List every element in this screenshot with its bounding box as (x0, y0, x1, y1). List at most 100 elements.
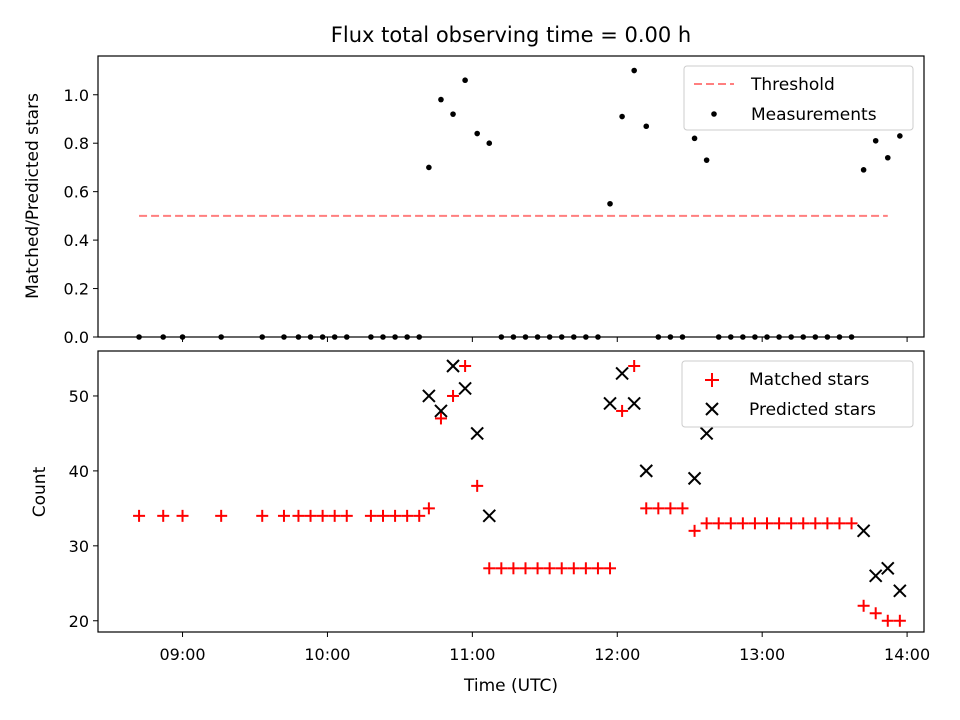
predicted-point (639, 464, 653, 478)
predicted-point (422, 389, 436, 403)
matched-point (579, 562, 592, 575)
measurement-point (619, 113, 625, 120)
x-tick-label: 09:00 (159, 645, 205, 664)
y-tick-label: 30 (69, 537, 89, 556)
predicted-point (699, 426, 714, 441)
predicted-point (482, 509, 496, 523)
bottom-plot-area (133, 359, 907, 627)
measurement-point (450, 111, 456, 117)
bottom-x-ticks: 09:00 10:00 11:00 12:00 13:00 14:00 (159, 632, 930, 664)
matched-point (543, 562, 556, 575)
series-matched-stars (133, 359, 906, 627)
legend-threshold-label: Threshold (750, 75, 835, 95)
matched-point (256, 509, 269, 522)
matched-point (157, 509, 170, 522)
matched-point (519, 562, 532, 575)
matched-point (495, 562, 508, 575)
matched-point (340, 509, 353, 522)
matched-point (328, 509, 341, 522)
predicted-point (687, 471, 702, 486)
legend-matched-swatch (705, 373, 719, 387)
top-legend: Threshold Measurements (683, 65, 914, 131)
matched-point (748, 517, 761, 530)
matched-point (531, 562, 544, 575)
matched-point (471, 479, 484, 492)
legend-predicted-swatch (705, 402, 719, 416)
matched-point (869, 607, 882, 620)
measurement-point (486, 140, 493, 147)
predicted-point (470, 426, 484, 441)
predicted-point (868, 569, 883, 583)
matched-point (292, 509, 305, 522)
matched-point (591, 562, 604, 575)
bottom-legend-box (681, 360, 914, 428)
x-tick-label: 12:00 (594, 645, 640, 664)
matched-point (664, 502, 677, 515)
top-y-ticks: 0.0 0.2 0.4 0.6 0.8 1.0 (64, 86, 98, 347)
y-tick-label: 0.6 (64, 183, 89, 202)
matched-point (616, 404, 629, 417)
matched-point (555, 562, 568, 575)
matched-point (133, 509, 146, 522)
y-tick-label: 50 (69, 387, 89, 406)
predicted-point (856, 524, 871, 538)
measurement-point (884, 154, 891, 161)
measurement-point (438, 96, 444, 103)
y-tick-label: 0.4 (64, 231, 89, 250)
matched-point (893, 614, 906, 627)
matched-point (304, 509, 317, 522)
matched-point (881, 614, 894, 627)
x-tick-label: 10:00 (304, 645, 350, 664)
bottom-legend: Matched stars Predicted stars (681, 360, 914, 428)
top-x-ticks (182, 337, 908, 342)
matched-point (676, 502, 689, 515)
matched-point (736, 517, 749, 530)
matched-point (809, 517, 822, 530)
top-panel: Flux total observing time = 0.00 h 0.00.… (23, 23, 925, 347)
predicted-point (893, 584, 907, 598)
predicted-point (627, 396, 641, 411)
measurement-point (426, 164, 432, 171)
y-tick-label: 40 (69, 462, 89, 481)
matched-point (785, 517, 798, 530)
matched-point (507, 562, 520, 575)
bottom-y-ticks: 20 30 40 50 (69, 387, 98, 631)
bottom-y-axis-label: Count (30, 466, 50, 517)
legend-predicted-label: Predicted stars (749, 400, 876, 420)
measurement-point (897, 133, 903, 139)
matched-point (797, 517, 810, 530)
measurement-point (860, 167, 867, 173)
chart-title: Flux total observing time = 0.00 h (331, 23, 691, 47)
matched-point (567, 562, 580, 575)
predicted-point (881, 561, 895, 576)
measurement-point (643, 123, 650, 130)
matched-point (724, 517, 737, 530)
measurement-point (703, 157, 710, 163)
y-tick-label: 0.2 (64, 280, 89, 299)
predicted-point (603, 396, 617, 411)
matched-point (389, 509, 402, 522)
matched-point (215, 509, 228, 522)
matched-point (640, 502, 653, 515)
measurement-point (631, 67, 637, 74)
predicted-point (615, 366, 629, 381)
y-tick-label: 0.8 (64, 134, 89, 153)
x-tick-label: 13:00 (739, 645, 785, 664)
legend-matched-label: Matched stars (749, 370, 869, 390)
matched-point (176, 509, 189, 522)
x-axis-label: Time (UTC) (463, 676, 558, 696)
matched-point (821, 517, 834, 530)
predicted-point (434, 404, 448, 418)
matched-point (761, 517, 774, 530)
measurement-point (691, 135, 698, 142)
matched-point (652, 502, 665, 515)
matched-point (688, 524, 701, 537)
matched-point (364, 509, 377, 522)
legend-measurements-swatch (711, 111, 717, 117)
matched-point (376, 509, 389, 522)
matched-point (434, 412, 447, 425)
series-predicted-stars (422, 359, 907, 598)
top-y-axis-label: Matched/Predicted stars (23, 93, 43, 299)
